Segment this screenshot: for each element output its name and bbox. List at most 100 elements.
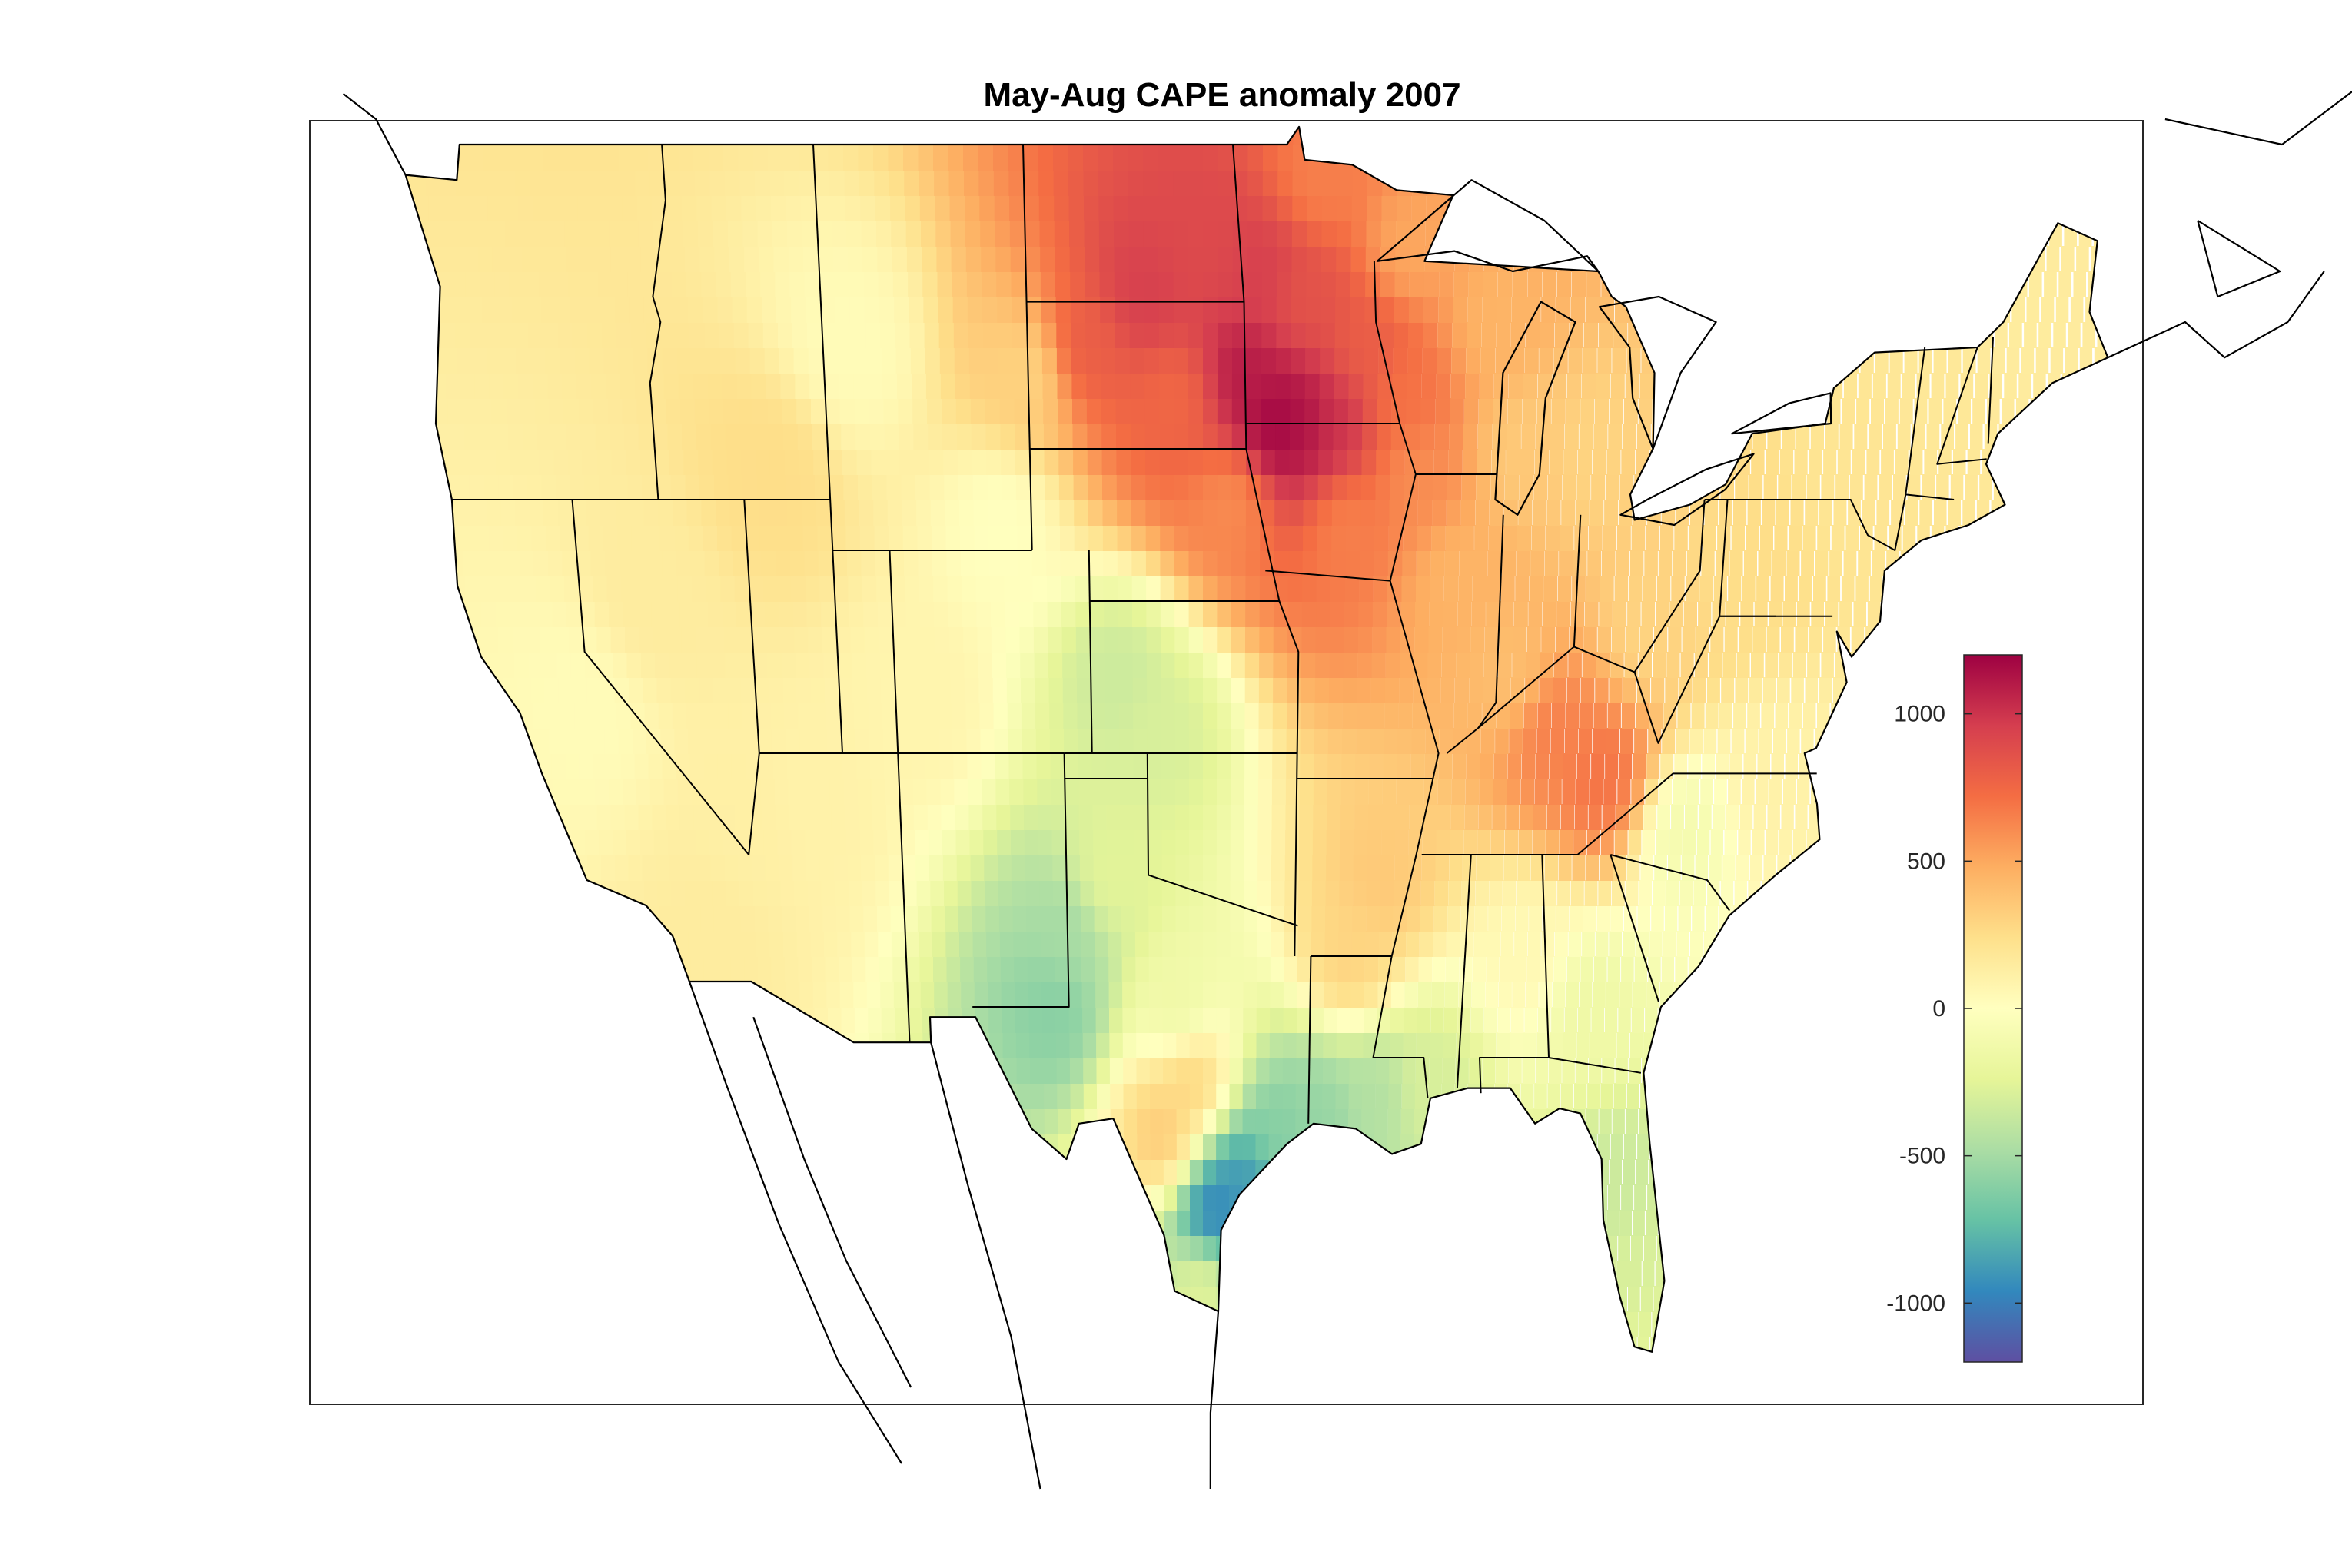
grid-cell xyxy=(946,550,963,576)
grid-cell xyxy=(1370,728,1384,754)
grid-cell xyxy=(1257,855,1272,881)
grid-cell xyxy=(1376,1058,1390,1084)
grid-cell xyxy=(1664,905,1678,932)
grid-cell xyxy=(526,297,544,323)
grid-cell xyxy=(673,500,689,526)
grid-cell xyxy=(1244,829,1259,855)
grid-cell xyxy=(560,703,578,729)
grid-cell xyxy=(1440,703,1454,729)
grid-cell xyxy=(1324,956,1338,982)
grid-cell xyxy=(1061,576,1077,602)
grid-cell xyxy=(1015,982,1030,1008)
grid-cell xyxy=(1550,728,1564,754)
grid-cell xyxy=(1462,449,1477,475)
grid-cell xyxy=(1175,956,1191,982)
grid-cell xyxy=(1333,424,1348,450)
grid-cell xyxy=(1026,297,1043,323)
grid-cell xyxy=(683,855,699,881)
grid-cell xyxy=(1623,398,1638,424)
grid-cell xyxy=(1864,474,1878,500)
grid-cell xyxy=(1000,424,1016,450)
grid-cell xyxy=(1503,525,1517,551)
grid-cell xyxy=(1203,398,1218,424)
grid-cell xyxy=(1515,905,1529,932)
grid-cell xyxy=(1576,1032,1590,1058)
grid-cell xyxy=(633,728,649,754)
grid-cell xyxy=(868,1007,884,1033)
grid-cell xyxy=(1852,449,1865,475)
grid-cell xyxy=(779,855,795,881)
grid-cell xyxy=(1583,905,1596,932)
grid-cell xyxy=(1583,322,1599,348)
grid-cell xyxy=(571,829,589,855)
grid-cell xyxy=(935,626,951,653)
grid-cell xyxy=(1775,703,1789,729)
grid-cell xyxy=(905,956,922,982)
grid-cell xyxy=(1353,855,1367,881)
grid-cell xyxy=(1500,576,1515,602)
grid-cell xyxy=(1792,652,1806,678)
grid-cell xyxy=(1344,601,1359,627)
grid-cell xyxy=(1736,855,1749,881)
grid-cell xyxy=(817,525,834,551)
grid-cell xyxy=(753,652,770,678)
grid-cell xyxy=(1646,753,1660,779)
grid-cell xyxy=(1551,1007,1564,1033)
grid-cell xyxy=(1551,398,1566,424)
grid-cell xyxy=(1600,855,1613,881)
grid-cell xyxy=(1495,728,1509,754)
grid-cell xyxy=(738,398,756,424)
grid-cell xyxy=(1092,779,1108,805)
grid-cell xyxy=(865,956,882,982)
grid-cell xyxy=(1058,449,1075,475)
grid-cell xyxy=(1257,905,1272,932)
grid-cell xyxy=(520,398,538,424)
grid-cell xyxy=(766,373,783,399)
grid-cell xyxy=(604,728,622,754)
grid-cell xyxy=(1907,474,1921,500)
grid-cell xyxy=(995,779,1012,805)
grid-cell xyxy=(706,347,723,374)
grid-cell xyxy=(1056,347,1073,374)
grid-cell xyxy=(861,855,877,881)
grid-cell xyxy=(879,652,896,678)
grid-cell xyxy=(816,500,832,526)
grid-cell xyxy=(1563,449,1578,475)
grid-cell xyxy=(1487,576,1501,602)
grid-cell xyxy=(1483,677,1497,703)
grid-cell xyxy=(1135,982,1151,1008)
grid-cell xyxy=(490,550,509,576)
grid-cell xyxy=(837,652,854,678)
grid-cell xyxy=(1767,804,1780,830)
grid-cell xyxy=(1069,1032,1085,1058)
grid-cell xyxy=(1129,322,1145,348)
grid-cell xyxy=(673,905,689,932)
grid-cell xyxy=(1397,728,1412,754)
grid-cell xyxy=(676,550,693,576)
grid-cell xyxy=(1591,474,1606,500)
grid-cell xyxy=(1458,982,1472,1008)
grid-cell xyxy=(1972,398,1985,424)
grid-cell xyxy=(1100,347,1117,374)
grid-cell xyxy=(1134,829,1149,855)
grid-cell xyxy=(1879,474,1892,500)
grid-cell xyxy=(1726,601,1739,627)
grid-cell xyxy=(1693,880,1706,906)
grid-cell xyxy=(1437,347,1452,374)
grid-cell xyxy=(1314,677,1330,703)
grid-cell xyxy=(1148,855,1163,881)
grid-cell xyxy=(1407,347,1423,374)
grid-cell xyxy=(1189,1134,1204,1160)
grid-cell xyxy=(728,474,746,500)
grid-cell xyxy=(1301,677,1316,703)
grid-cell xyxy=(1419,449,1434,475)
grid-cell xyxy=(712,449,729,475)
grid-cell xyxy=(1562,779,1576,805)
grid-cell xyxy=(1924,449,1938,475)
grid-cell xyxy=(1025,855,1041,881)
grid-cell xyxy=(1216,931,1231,957)
grid-cell xyxy=(1713,576,1727,602)
grid-cell xyxy=(1177,1235,1191,1261)
grid-cell xyxy=(912,398,929,424)
grid-cell xyxy=(1789,525,1802,551)
